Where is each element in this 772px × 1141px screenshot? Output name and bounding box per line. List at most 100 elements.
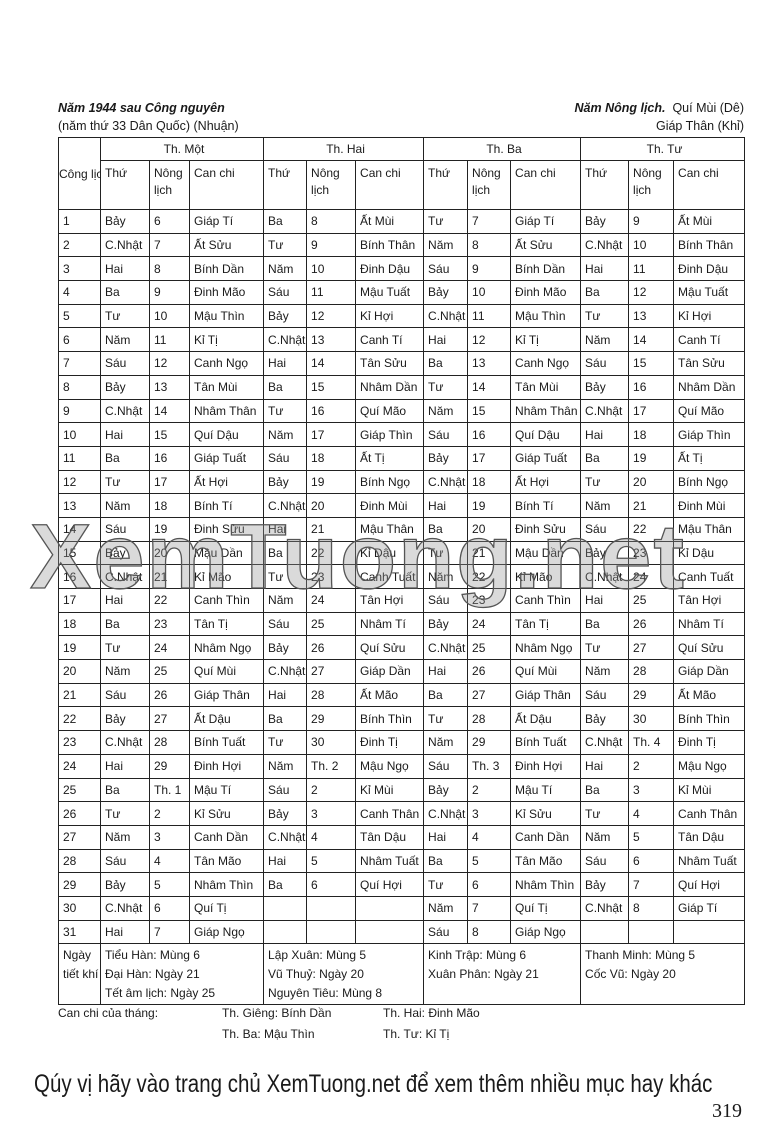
cell-can-chi: Canh Tí — [355, 327, 425, 353]
table-row: 26 Tư 2 Kỉ Sửu Bảy 3 Canh Thân C.Nhật 3 Kỉ Sửu Tư 4… — [58, 801, 746, 826]
cell-lunar-day: 4 — [628, 801, 675, 826]
cell-weekday: Bảy — [100, 872, 150, 897]
cell-weekday: Ba — [263, 540, 308, 566]
cell-solar-day: 15 — [58, 540, 101, 566]
cell-lunar-day: 27 — [628, 635, 675, 661]
cell-can-chi: Đinh Sửu — [510, 516, 582, 542]
cell-weekday: Ba — [580, 777, 630, 803]
cell-weekday — [263, 919, 308, 945]
cell-weekday: Năm — [263, 588, 308, 613]
cell-lunar-day: 19 — [306, 469, 357, 495]
cell-weekday: Năm — [263, 422, 308, 447]
cell-can-chi: Kỉ Hợi — [673, 303, 746, 329]
cell-can-chi: Giáp Dần — [673, 659, 746, 684]
cell-lunar-day: 19 — [467, 493, 512, 518]
cell-lunar-day: 28 — [306, 682, 357, 708]
subheader-can-chi: Can chi — [510, 160, 582, 210]
cell-lunar-day: 8 — [306, 209, 357, 234]
cell-can-chi: Tân Hợi — [355, 588, 425, 613]
cell-can-chi: Đinh Dậu — [355, 256, 425, 282]
cell-can-chi: Đinh Sửu — [188, 516, 265, 542]
cell-can-chi: Mậu Thân — [355, 516, 425, 542]
cell-solar-day: 30 — [58, 895, 101, 921]
cell-can-chi: Giáp Thìn — [355, 422, 425, 447]
cell-weekday: Hai — [423, 824, 469, 850]
lunar-year-2: Giáp Thân (Khỉ) — [655, 119, 744, 133]
cell-lunar-day: 18 — [149, 493, 190, 518]
cell-weekday: Ba — [100, 445, 150, 471]
cell-can-chi: Tân Tị — [188, 611, 265, 637]
cell-can-chi: Ất Mùi — [673, 209, 746, 234]
cell-weekday: Năm — [423, 895, 469, 921]
cell-weekday: C.Nhật — [100, 730, 150, 755]
table-row: 4 Ba 9 Đinh Mão Sáu 11 Mậu Tuất Bảy 10 Đinh Mão Ba… — [58, 280, 746, 305]
cell-solar-day: 1 — [58, 209, 101, 234]
cell-weekday: Sáu — [423, 256, 469, 282]
cell-weekday: Ba — [423, 682, 469, 708]
solar-terms-label: Ngày tiết khí — [58, 943, 101, 1006]
cell-weekday: Tư — [580, 469, 630, 495]
cell-can-chi: Quí Hợi — [673, 872, 746, 897]
cell-lunar-day: 3 — [306, 801, 357, 826]
cell-can-chi: Đinh Tị — [355, 730, 425, 755]
cell-weekday: Sáu — [580, 848, 630, 874]
cell-weekday: Bảy — [263, 469, 308, 495]
cell-can-chi: Giáp Tí — [188, 209, 265, 234]
cell-lunar-day: 15 — [467, 398, 512, 424]
cell-weekday: Năm — [263, 256, 308, 282]
solar-term: Thanh Minh: Mùng 5 — [585, 948, 696, 963]
cell-weekday: Tư — [423, 540, 469, 566]
cell-can-chi: Nhâm Dần — [673, 374, 746, 400]
cell-lunar-day: 22 — [628, 516, 675, 542]
cell-can-chi: Ất Sửu — [510, 232, 582, 258]
cell-lunar-day: 23 — [149, 611, 190, 637]
cell-weekday: Bảy — [423, 280, 469, 305]
cell-can-chi: Kỉ Tị — [510, 327, 582, 353]
cell-lunar-day: 10 — [306, 256, 357, 282]
cell-can-chi: Ất Dậu — [510, 706, 582, 732]
cell-can-chi: Mậu Tuất — [355, 280, 425, 305]
cell-can-chi: Canh Dần — [510, 824, 582, 850]
cell-solar-day: 11 — [58, 445, 101, 471]
cell-can-chi: Nhâm Thìn — [188, 872, 265, 897]
cell-can-chi: Tân Sửu — [355, 351, 425, 376]
cell-can-chi: Mậu Thìn — [188, 303, 265, 329]
cell-lunar-day: 2 — [628, 753, 675, 779]
cell-can-chi: Kỉ Mùi — [673, 777, 746, 803]
cell-lunar-day — [306, 919, 357, 945]
cell-weekday: C.Nhật — [423, 303, 469, 329]
cell-can-chi: Giáp Tí — [510, 209, 582, 234]
cell-weekday: Năm — [580, 493, 630, 518]
cell-weekday: Ba — [580, 445, 630, 471]
lunar-year-header: Năm Nông lịch. Quí Mùi (Dê) — [575, 101, 744, 115]
cell-can-chi: Mậu Thìn — [510, 303, 582, 329]
cell-weekday: C.Nhật — [100, 232, 150, 258]
gregorian-year-title: Năm 1944 sau Công nguyên — [58, 101, 225, 115]
cell-weekday: Sáu — [263, 445, 308, 471]
cell-lunar-day: 6 — [149, 209, 190, 234]
cell-weekday: Hai — [263, 351, 308, 376]
subheader-lunar-day: Nông lịch — [628, 160, 675, 210]
cell-can-chi: Giáp Thân — [510, 682, 582, 708]
cell-lunar-day: 13 — [306, 327, 357, 353]
cell-lunar-day: 10 — [467, 280, 512, 305]
cell-solar-day: 26 — [58, 801, 101, 826]
cell-lunar-day: 12 — [306, 303, 357, 329]
cell-weekday — [263, 895, 308, 921]
cell-weekday: Năm — [263, 753, 308, 779]
cell-lunar-day: 5 — [306, 848, 357, 874]
cell-lunar-day: 25 — [306, 611, 357, 637]
cell-lunar-day: 25 — [149, 659, 190, 684]
month-can-chi-label: Can chi của tháng: — [58, 1006, 159, 1020]
cell-weekday: Hai — [580, 422, 630, 447]
solar-terms-month-2: Lập Xuân: Mùng 5 Vũ Thuỷ: Ngày 20 Nguyên T… — [263, 943, 425, 1006]
cell-can-chi: Tân Hợi — [673, 588, 746, 613]
cell-weekday: C.Nhật — [100, 895, 150, 921]
cell-weekday: C.Nhật — [263, 493, 308, 518]
cell-lunar-day: 13 — [628, 303, 675, 329]
cell-weekday: Bảy — [580, 540, 630, 566]
cell-can-chi: Mậu Tí — [510, 777, 582, 803]
cell-can-chi: Canh Thân — [355, 801, 425, 826]
cell-can-chi: Kỉ Dậu — [673, 540, 746, 566]
solar-term: Cốc Vũ: Ngày 20 — [585, 967, 676, 982]
